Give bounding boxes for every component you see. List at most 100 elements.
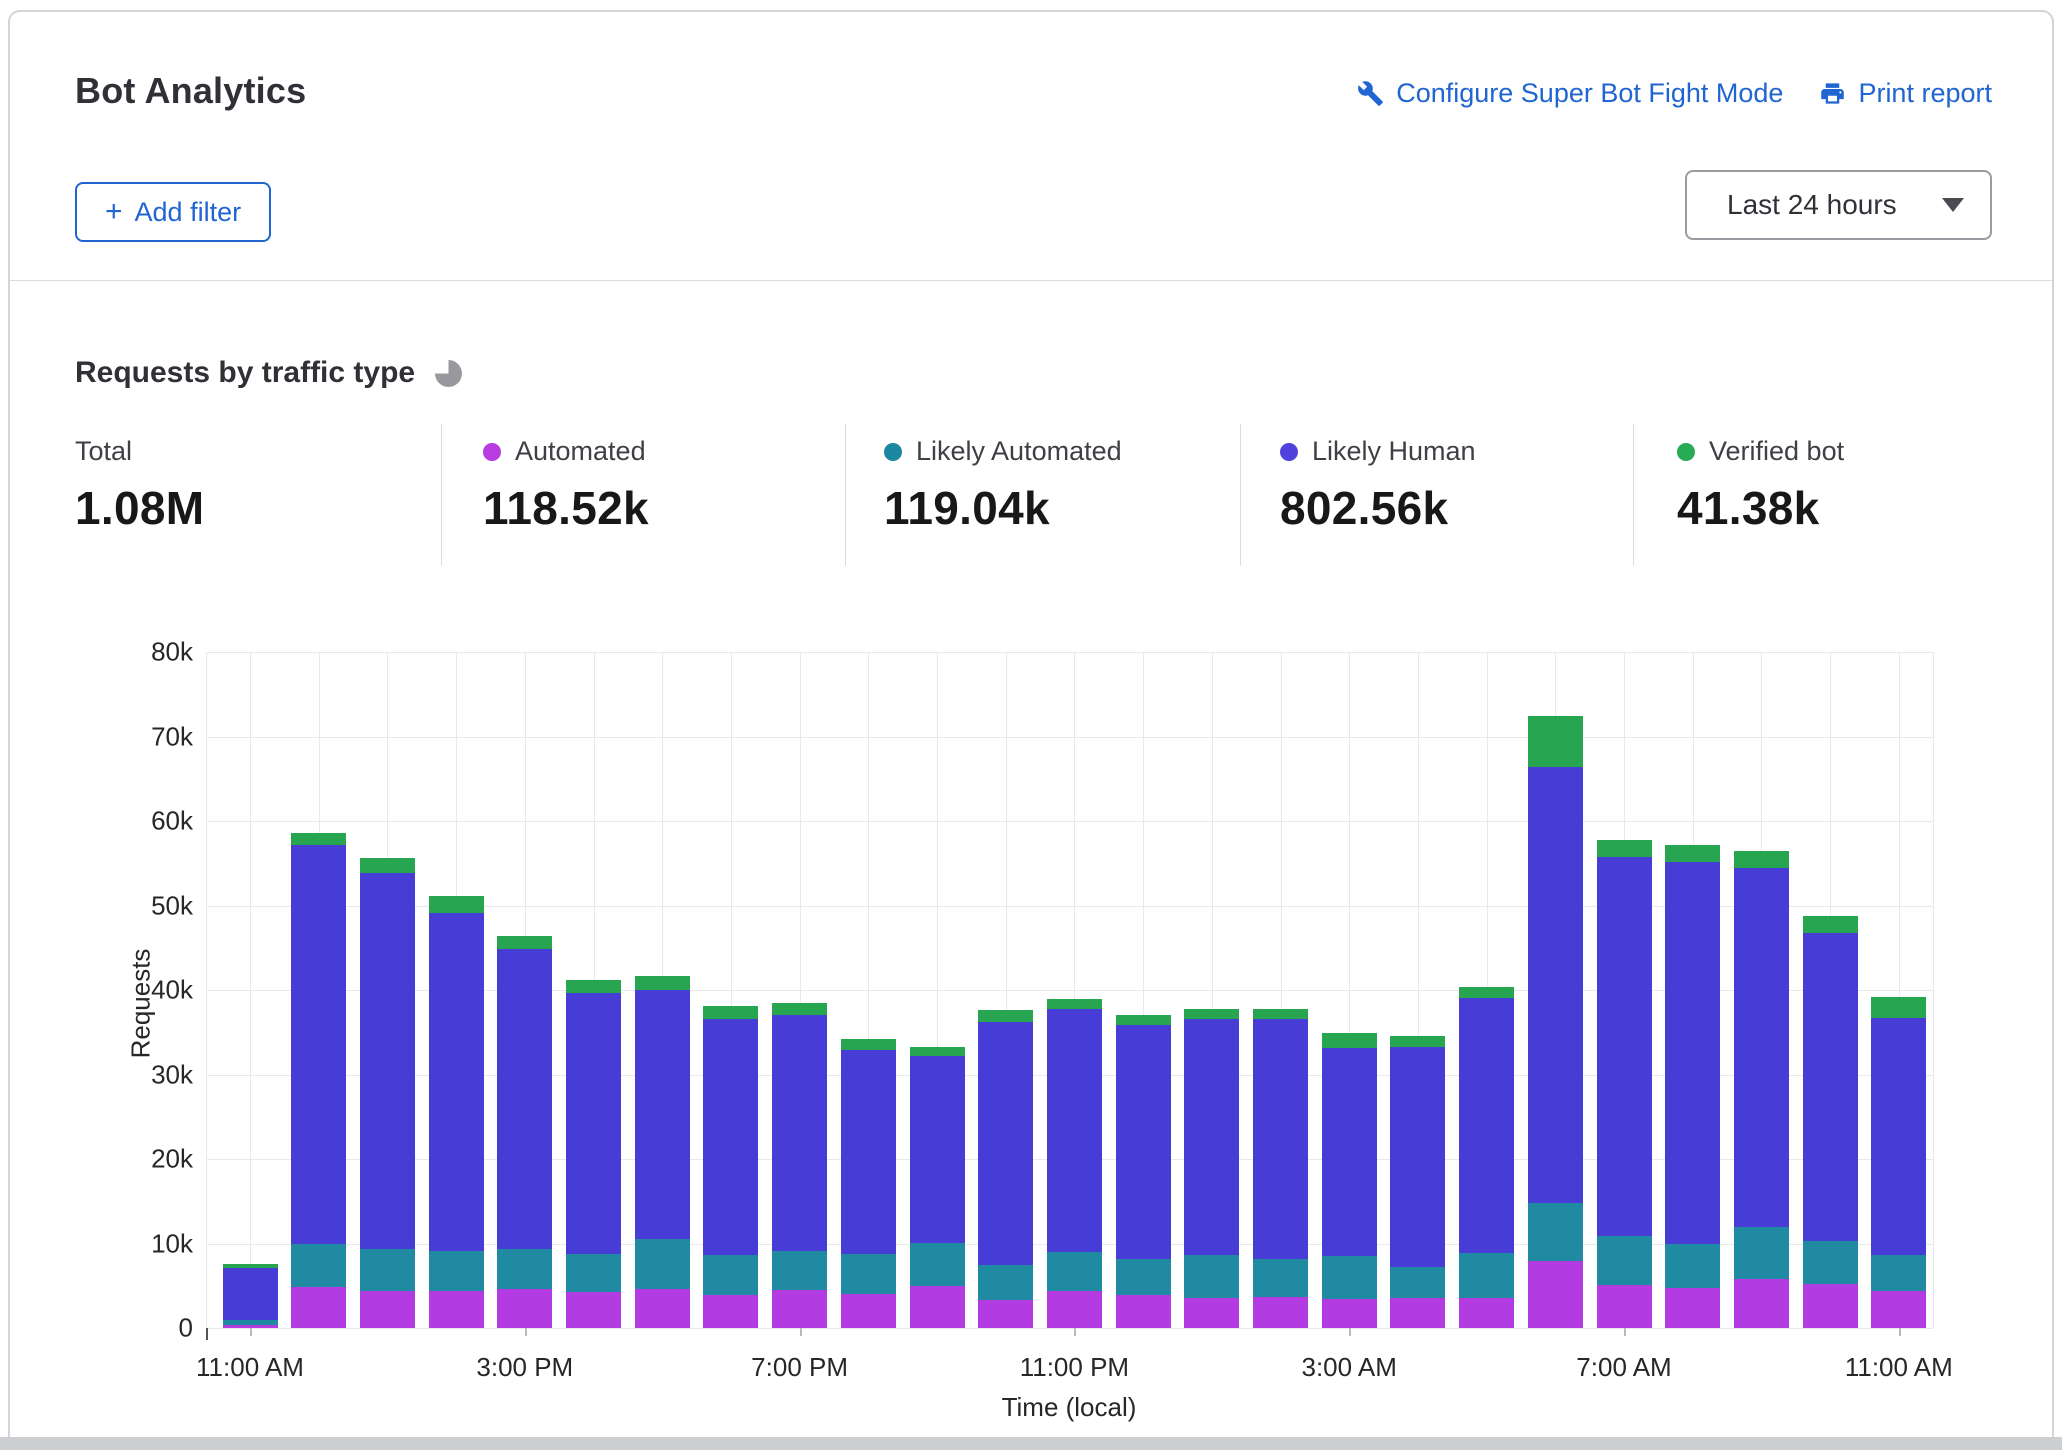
stat-verified-bot[interactable]: Verified bot 41.38k: [1677, 436, 1844, 535]
chart-bar[interactable]: [634, 975, 690, 1328]
chart-bar[interactable]: [1596, 839, 1652, 1328]
x-tick-mark: [1349, 1328, 1352, 1336]
chart-bar[interactable]: [1459, 986, 1515, 1328]
gridline-vertical: [1898, 652, 1900, 1328]
configure-super-bot-fight-mode-link[interactable]: Configure Super Bot Fight Mode: [1357, 78, 1783, 109]
stat-likely-automated-label: Likely Automated: [916, 436, 1122, 466]
chart-bar[interactable]: [1665, 844, 1721, 1328]
bar-segment-likely-human: [222, 1268, 278, 1321]
add-filter-button[interactable]: + Add filter: [75, 182, 272, 242]
chart-bar[interactable]: [772, 1002, 828, 1328]
bar-segment-likely-automated: [222, 1320, 278, 1326]
stat-likely-human[interactable]: Likely Human 802.56k: [1280, 436, 1476, 535]
bar-segment-automated: [1046, 1290, 1102, 1328]
gridline-horizontal: [206, 736, 1933, 738]
chart-bar[interactable]: [1046, 999, 1102, 1328]
bar-segment-verified-bot: [497, 935, 553, 950]
bar-segment-likely-human: [1665, 861, 1721, 1244]
pie-chart-icon: [435, 359, 463, 387]
chart-bar[interactable]: [703, 1006, 759, 1328]
chart-bar[interactable]: [1871, 996, 1927, 1328]
bar-segment-verified-bot: [1596, 839, 1652, 857]
bar-segment-automated: [1871, 1290, 1927, 1328]
chart-bar[interactable]: [978, 1010, 1034, 1328]
bar-segment-verified-bot: [840, 1039, 896, 1051]
chart-bar[interactable]: [1184, 1008, 1240, 1328]
print-report-link[interactable]: Print report: [1819, 78, 1992, 109]
stat-verified-bot-value: 41.38k: [1677, 482, 1820, 534]
chart-bar[interactable]: [291, 832, 347, 1328]
likely-automated-legend-dot: [884, 442, 902, 461]
bar-segment-likely-automated: [634, 1239, 690, 1290]
gridline-vertical: [1417, 652, 1419, 1328]
time-range-select[interactable]: Last 24 hours: [1685, 170, 1992, 240]
bar-segment-verified-bot: [1390, 1035, 1446, 1047]
bar-segment-likely-automated: [909, 1242, 965, 1286]
bar-segment-likely-human: [772, 1015, 828, 1252]
chart-bar[interactable]: [909, 1046, 965, 1328]
bar-segment-likely-human: [1115, 1024, 1171, 1259]
chart-bar[interactable]: [840, 1039, 896, 1328]
x-tick-label: 7:00 PM: [751, 1352, 849, 1382]
chart-bar[interactable]: [1253, 1008, 1308, 1328]
bar-segment-automated: [634, 1289, 690, 1328]
bar-segment-likely-automated: [1390, 1267, 1446, 1299]
bar-segment-automated: [566, 1291, 621, 1328]
stat-verified-bot-label: Verified bot: [1709, 436, 1845, 466]
chart-bar[interactable]: [497, 935, 553, 1328]
bar-segment-likely-automated: [1459, 1252, 1515, 1298]
chart-bar[interactable]: [428, 896, 484, 1328]
bar-segment-verified-bot: [1665, 844, 1721, 862]
bar-segment-automated: [428, 1290, 484, 1328]
x-tick-label: 3:00 AM: [1301, 1352, 1397, 1382]
automated-legend-dot: [483, 442, 501, 461]
chart-bar[interactable]: [1390, 1035, 1446, 1328]
bar-segment-likely-automated: [497, 1248, 553, 1290]
print-link-label: Print report: [1858, 78, 1992, 108]
bar-segment-likely-human: [840, 1050, 896, 1254]
bar-segment-automated: [291, 1286, 347, 1328]
chart-bar[interactable]: [1733, 850, 1789, 1328]
gridline-horizontal: [206, 821, 1933, 822]
stat-likely-human-value: 802.56k: [1280, 482, 1449, 534]
bar-segment-automated: [1596, 1284, 1652, 1328]
chart-bar[interactable]: [1527, 716, 1583, 1328]
bar-segment-likely-automated: [1871, 1255, 1927, 1291]
bar-segment-automated: [978, 1300, 1034, 1328]
bar-segment-likely-automated: [1596, 1235, 1652, 1285]
bar-segment-likely-automated: [772, 1251, 828, 1290]
chart-bar[interactable]: [359, 858, 415, 1328]
bar-segment-verified-bot: [1184, 1008, 1240, 1019]
chart-bar[interactable]: [222, 1263, 278, 1328]
bar-segment-likely-human: [428, 913, 484, 1252]
y-tick-label: 0: [178, 1312, 193, 1343]
stat-likely-automated-value: 119.04k: [884, 482, 1050, 534]
gridline-vertical: [1349, 652, 1351, 1328]
stat-automated[interactable]: Automated 118.52k: [483, 436, 649, 535]
chart-bar[interactable]: [566, 979, 621, 1328]
bar-segment-verified-bot: [909, 1046, 965, 1056]
bar-segment-automated: [1527, 1261, 1583, 1328]
header-actions: Configure Super Bot Fight Mode Print rep…: [1357, 78, 1992, 109]
chart-bar[interactable]: [1321, 1033, 1377, 1328]
bar-segment-automated: [703, 1295, 759, 1328]
gridline-vertical: [1933, 652, 1934, 1328]
gridline-horizontal: [206, 652, 1933, 653]
x-tick-mark: [1074, 1328, 1077, 1336]
chart-bar[interactable]: [1802, 915, 1858, 1328]
y-tick-label: 60k: [151, 805, 193, 836]
stat-likely-automated[interactable]: Likely Automated 119.04k: [884, 436, 1122, 535]
stat-total: Total 1.08M: [75, 436, 204, 535]
chart-bar[interactable]: [1115, 1015, 1171, 1328]
bar-segment-verified-bot: [978, 1010, 1034, 1023]
y-tick-label: 10k: [151, 1228, 193, 1258]
bar-segment-likely-automated: [1253, 1258, 1308, 1297]
bar-segment-likely-automated: [1046, 1251, 1102, 1291]
time-range-value: Last 24 hours: [1727, 189, 1897, 220]
bar-segment-verified-bot: [222, 1263, 278, 1269]
bar-segment-automated: [1802, 1284, 1858, 1328]
bar-segment-automated: [1665, 1288, 1721, 1328]
bar-segment-likely-automated: [1527, 1202, 1583, 1262]
bar-segment-likely-human: [359, 872, 415, 1249]
bar-segment-likely-automated: [566, 1253, 621, 1292]
